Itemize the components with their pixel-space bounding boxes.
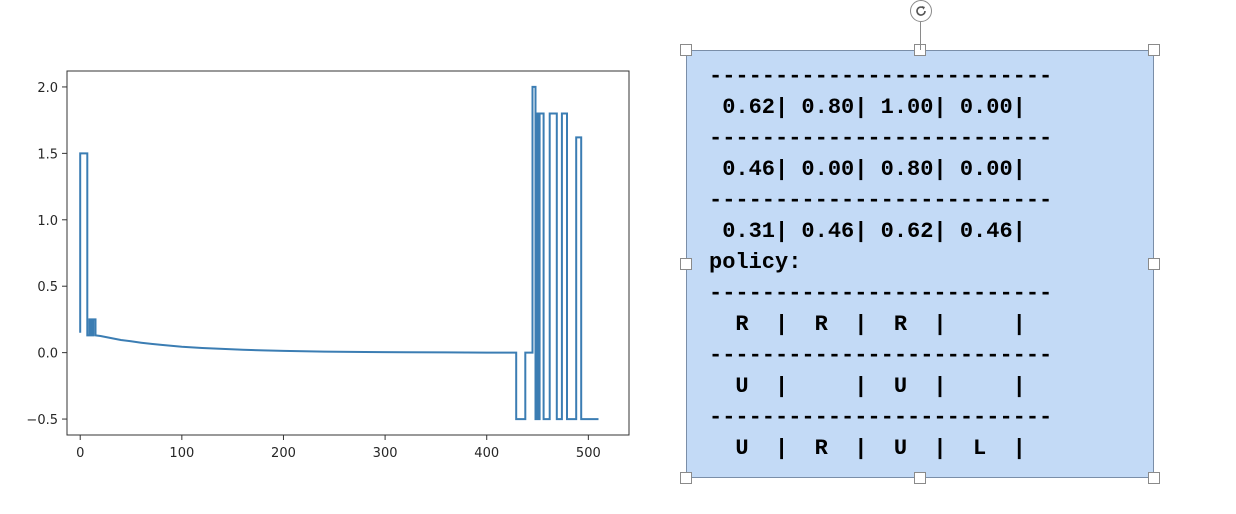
text-line[interactable]: --------------------------	[709, 188, 1053, 213]
y-tick-label: 0.5	[37, 280, 58, 295]
x-axis: 0 100 200 300 400 500	[76, 435, 601, 461]
text-line[interactable]: U | R | U | L |	[709, 436, 1026, 461]
text-line[interactable]: --------------------------	[709, 126, 1053, 151]
text-line[interactable]: U | | U | |	[709, 374, 1026, 399]
y-tick-label: −0.5	[26, 413, 58, 428]
y-tick-label: 1.5	[37, 147, 58, 162]
y-tick-label: 1.0	[37, 214, 58, 229]
x-tick-label: 0	[76, 446, 84, 461]
resize-handle-middle-right[interactable]	[1148, 258, 1160, 270]
selected-text-box[interactable]: -------------------------- 0.62| 0.80| 1…	[686, 50, 1154, 478]
x-tick-label: 100	[169, 446, 194, 461]
rotate-stem	[920, 22, 921, 50]
text-line[interactable]: 0.31| 0.46| 0.62| 0.46|	[709, 219, 1026, 244]
resize-handle-bottom-center[interactable]	[914, 472, 926, 484]
text-line[interactable]: --------------------------	[709, 405, 1053, 430]
text-line[interactable]: policy:	[709, 250, 802, 275]
text-line[interactable]: 0.62| 0.80| 1.00| 0.00|	[709, 95, 1026, 120]
resize-handle-top-left[interactable]	[680, 44, 692, 56]
plot-area	[66, 70, 630, 436]
y-tick-label: 2.0	[37, 81, 58, 96]
resize-handle-bottom-right[interactable]	[1148, 472, 1160, 484]
line-chart: 0 100 200 300 400 500 −0.5 0.0 0.5 1.0 1.5 2.0	[26, 70, 630, 461]
resize-handle-middle-left[interactable]	[680, 258, 692, 270]
series-group	[79, 85, 599, 421]
text-box-content[interactable]: -------------------------- 0.62| 0.80| 1…	[709, 61, 1052, 464]
x-tick-label: 500	[576, 446, 601, 461]
x-tick-label: 400	[474, 446, 499, 461]
text-line[interactable]: 0.46| 0.00| 0.80| 0.00|	[709, 157, 1026, 182]
y-tick-label: 0.0	[37, 347, 58, 362]
y-axis: −0.5 0.0 0.5 1.0 1.5 2.0	[26, 81, 67, 428]
text-line[interactable]: --------------------------	[709, 64, 1053, 89]
resize-handle-bottom-left[interactable]	[680, 472, 692, 484]
x-tick-label: 200	[271, 446, 296, 461]
text-line[interactable]: --------------------------	[709, 343, 1053, 368]
x-tick-label: 300	[373, 446, 398, 461]
text-line[interactable]: --------------------------	[709, 281, 1053, 306]
resize-handle-top-right[interactable]	[1148, 44, 1160, 56]
text-line[interactable]: R | R | R | |	[709, 312, 1026, 337]
series-line	[79, 85, 599, 421]
rotate-icon[interactable]	[910, 0, 932, 22]
